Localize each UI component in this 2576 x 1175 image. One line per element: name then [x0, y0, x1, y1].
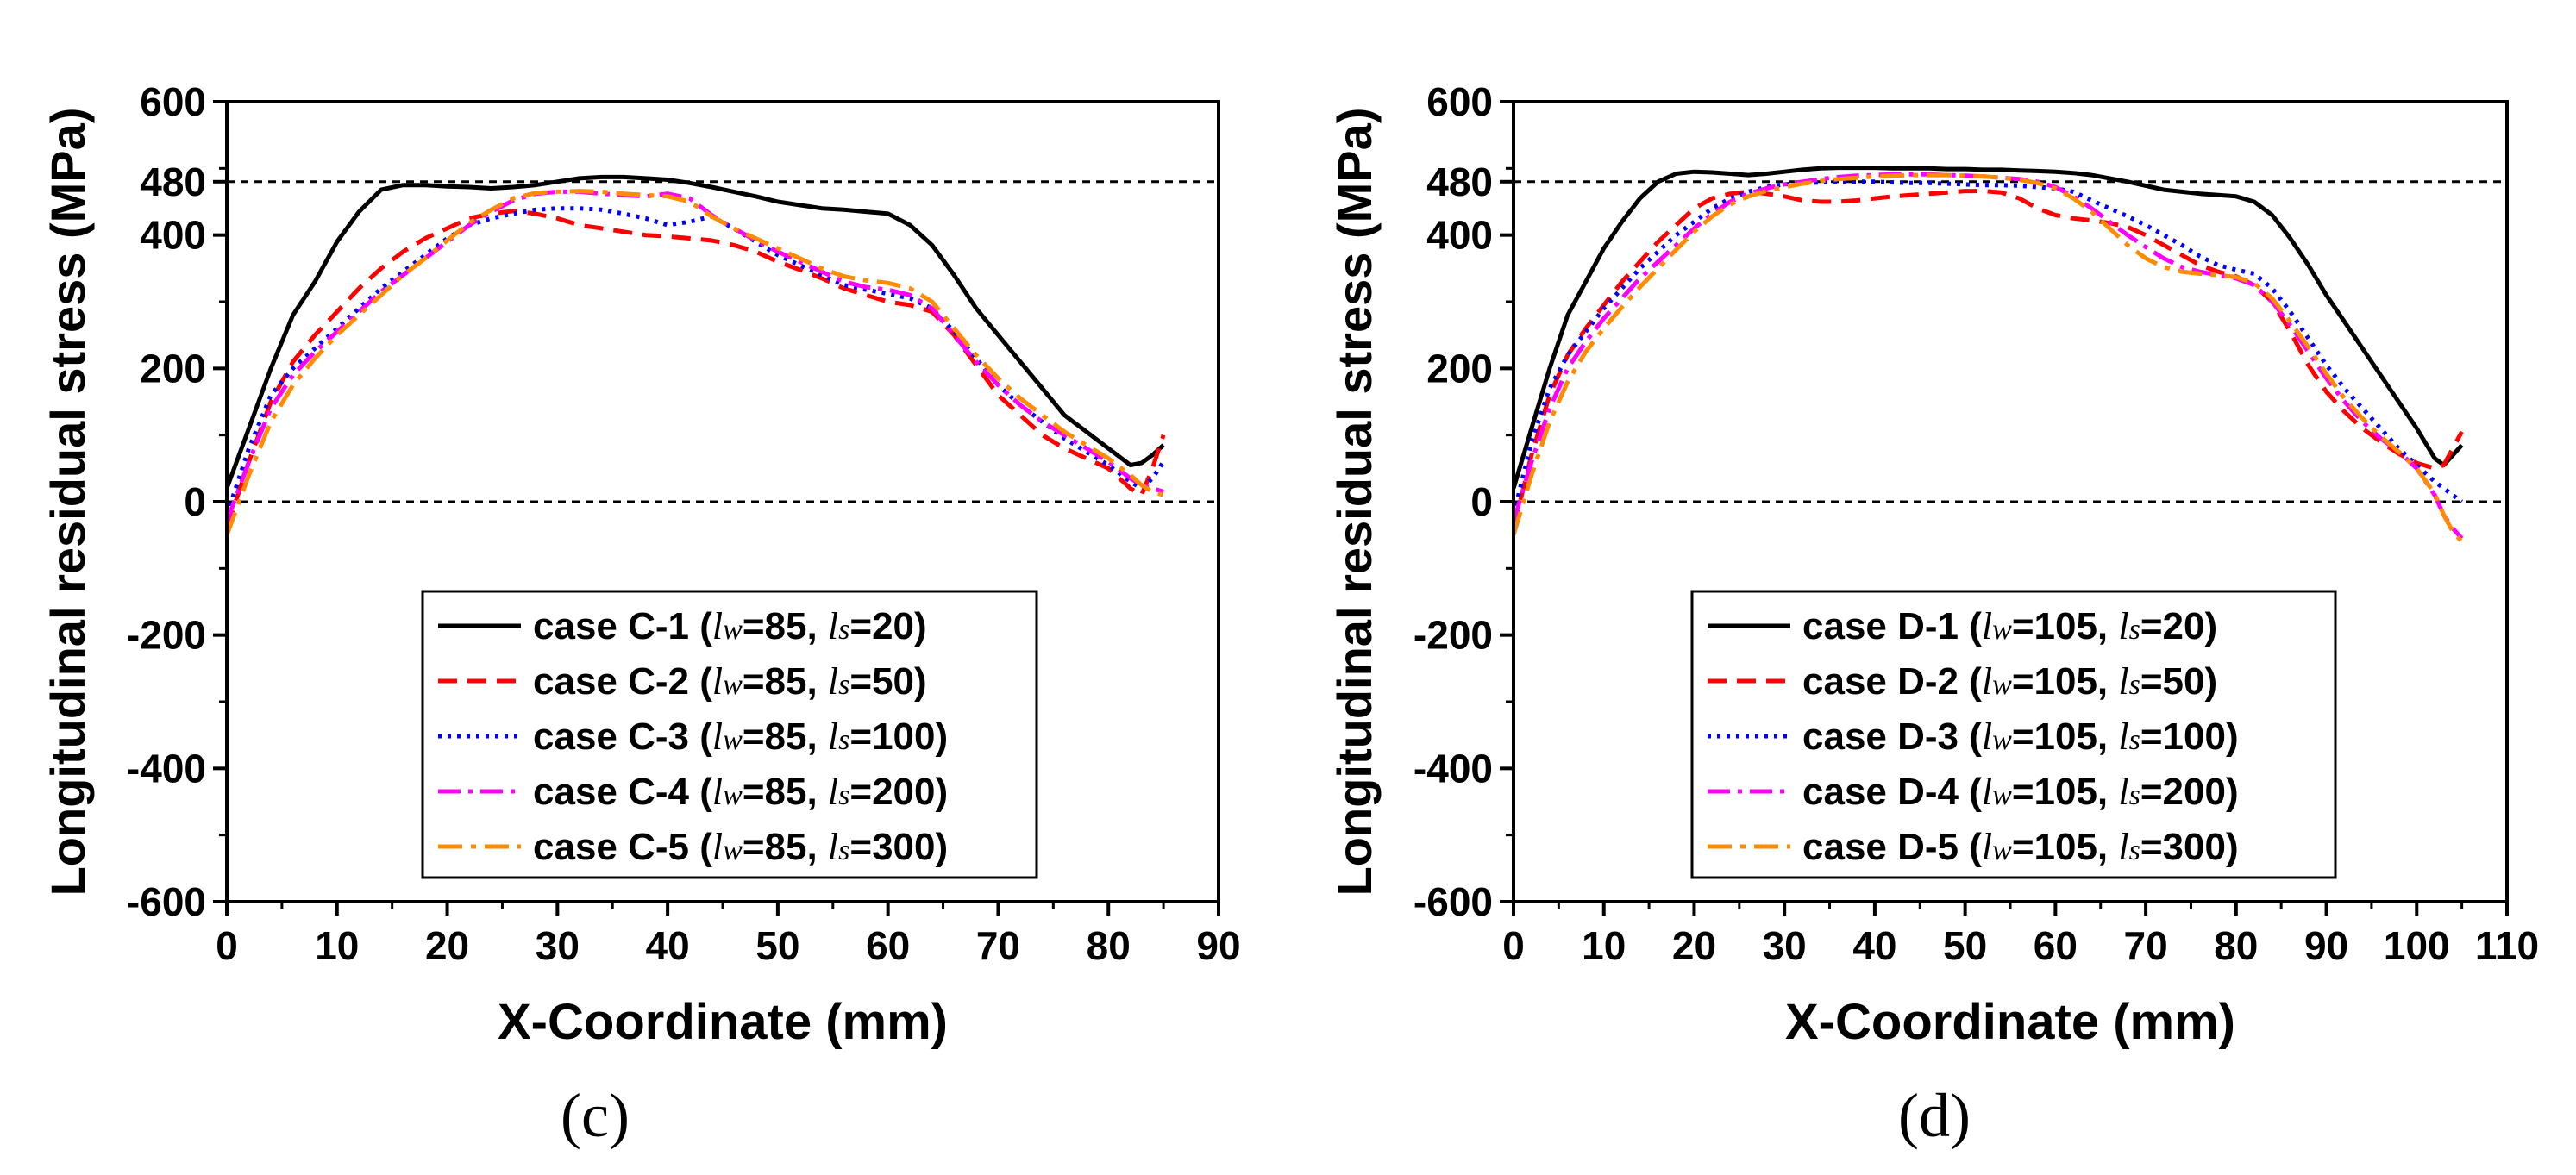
x-tick-label: 10	[1582, 923, 1626, 968]
x-tick-label: 30	[1763, 923, 1807, 968]
x-tick-label: 100	[2384, 923, 2450, 968]
series-lines	[227, 174, 1166, 536]
x-tick-label: 20	[1672, 923, 1716, 968]
y-tick-label: 200	[140, 346, 206, 391]
legend-entry: case D-5 (lw=105, ls=300)	[1802, 826, 2239, 868]
y-tick-label: 600	[140, 79, 206, 124]
legend: case C-1 (lw=85, ls=20) case C-2 (lw=85, …	[421, 590, 1038, 879]
legend-entry: case C-2 (lw=85, ls=50)	[533, 660, 927, 703]
x-tick-label: 60	[866, 923, 910, 968]
y-tick-label: 480	[140, 159, 206, 204]
y-tick-label: 600	[1426, 79, 1493, 124]
x-axis-title: X-Coordinate (mm)	[1785, 994, 2235, 1050]
series-line-case-c-5	[227, 189, 1164, 536]
x-tick-label: 110	[2475, 923, 2539, 968]
y-tick-label: -600	[127, 879, 206, 924]
chart-panel-d: 0 10 20 30 40 50 60 70 80 90 100 110 -600 -400 -200 0 20…	[1327, 79, 2539, 1150]
x-tick-label: 60	[2034, 923, 2078, 968]
x-tick-label: 50	[1943, 923, 1987, 968]
legend-entry: case C-5 (lw=85, ls=300)	[533, 826, 948, 868]
y-tick-label: -200	[127, 613, 206, 658]
series-line-case-d-4	[1514, 172, 2464, 541]
y-tick-label: 400	[1426, 213, 1493, 258]
chart-panel-c: 0 10 20 30 40 50 60 70 80 90 -600 -400 -200 0 200 400 48…	[41, 79, 1241, 1150]
panel-label: (c)	[561, 1081, 630, 1150]
legend-box	[421, 590, 1038, 879]
y-tick-label: -400	[127, 746, 206, 791]
legend: case D-1 (lw=105, ls=20) case D-2 (lw=105…	[1690, 590, 2337, 879]
panel-label: (d)	[1898, 1081, 1971, 1150]
y-tick-label: 0	[1470, 479, 1493, 524]
x-tick-label: 70	[2124, 923, 2168, 968]
legend-entry: case C-3 (lw=85, ls=100)	[533, 716, 948, 758]
x-tick-label: 20	[425, 923, 469, 968]
series-line-case-d-3	[1514, 179, 2464, 516]
legend-entry: case C-4 (lw=85, ls=200)	[533, 771, 948, 813]
x-tick-label: 30	[536, 923, 580, 968]
x-tick-label: 90	[1196, 923, 1240, 968]
series-line-case-c-4	[227, 189, 1164, 523]
legend-entry: case D-3 (lw=105, ls=100)	[1802, 716, 2239, 758]
x-tick-label: 10	[315, 923, 359, 968]
series-line-case-c-2	[227, 209, 1166, 529]
series-lines	[1514, 166, 2464, 544]
series-line-case-d-1	[1514, 166, 2464, 490]
x-tick-label: 70	[976, 923, 1020, 968]
x-tick-label: 40	[646, 923, 690, 968]
series-line-case-d-5	[1514, 172, 2464, 544]
legend-entry: case D-2 (lw=105, ls=50)	[1802, 660, 2217, 703]
x-tick-label: 50	[755, 923, 799, 968]
y-tick-label: -200	[1413, 613, 1493, 658]
legend-entry: case D-4 (lw=105, ls=200)	[1802, 771, 2239, 813]
series-line-case-c-1	[227, 174, 1165, 490]
y-tick-label: 0	[184, 479, 206, 524]
x-tick-label: 90	[2304, 923, 2348, 968]
y-tick-label: -400	[1413, 746, 1493, 791]
x-tick-label: 80	[2214, 923, 2258, 968]
legend-box	[1690, 590, 2337, 879]
x-tick-label: 40	[1852, 923, 1896, 968]
y-tick-label: 480	[1426, 159, 1493, 204]
y-tick-label: 200	[1426, 346, 1493, 391]
x-axis-title: X-Coordinate (mm)	[498, 994, 948, 1050]
legend-entry: case C-1 (lw=85, ls=20)	[533, 605, 927, 647]
x-tick-label: 80	[1087, 923, 1131, 968]
y-axis-title: Longitudinal residual stress (MPa)	[41, 108, 95, 897]
legend-entry: case D-1 (lw=105, ls=20)	[1802, 605, 2217, 647]
y-axis-title: Longitudinal residual stress (MPa)	[1327, 108, 1382, 897]
series-line-case-d-2	[1514, 189, 2464, 529]
y-tick-label: 400	[140, 213, 206, 258]
x-tick-label: 0	[1502, 923, 1525, 968]
x-tick-label: 0	[216, 923, 238, 968]
y-tick-label: -600	[1413, 879, 1493, 924]
